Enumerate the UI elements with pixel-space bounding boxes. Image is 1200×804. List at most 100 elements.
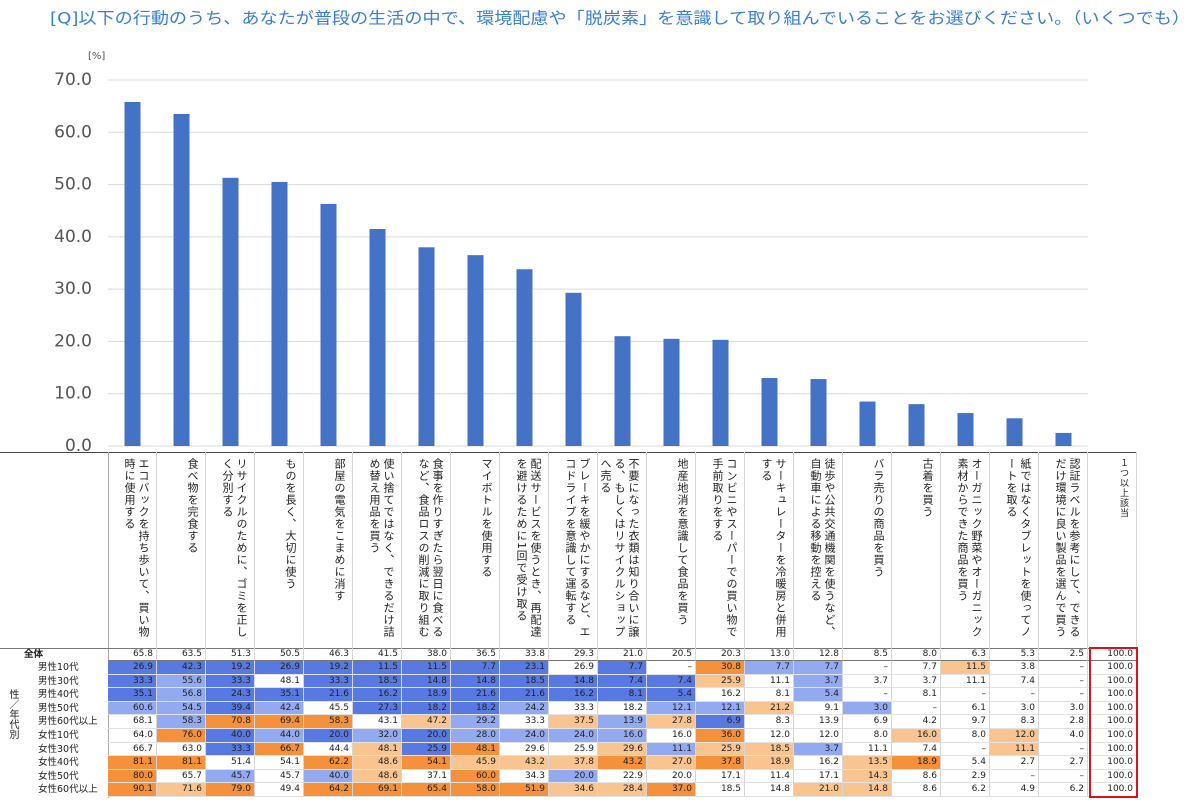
table-cell: 12.1 <box>696 701 745 716</box>
table-cell: 14.8 <box>843 783 892 797</box>
table-cell: 14.8 <box>745 783 794 797</box>
table-cell: 90.1 <box>108 783 157 797</box>
table-cell: 66.7 <box>108 742 157 757</box>
total-cell: 33.8 <box>500 648 549 661</box>
table-cell: 37.1 <box>402 769 451 784</box>
table-cell: 26.9 <box>549 661 598 675</box>
total-cell: 6.3 <box>941 648 990 661</box>
table-cell: 2.7 <box>1039 756 1088 770</box>
table-cell: 8.6 <box>892 769 941 784</box>
table-cell: 3.7 <box>794 674 843 689</box>
table-cell: 6.9 <box>843 715 892 729</box>
table-cell: 24.3 <box>206 688 255 702</box>
table-cell: 71.6 <box>157 783 206 797</box>
table-cell: 11.5 <box>941 661 990 675</box>
table-cell: 37.8 <box>696 756 745 770</box>
table-cell: 45.5 <box>304 701 353 716</box>
table-cell: 13.9 <box>598 715 647 729</box>
table-cell: 16.0 <box>892 729 941 743</box>
table-cell: 45.7 <box>206 769 255 784</box>
y-tick-label: 0.0 <box>65 436 92 452</box>
table-cell: 7.7 <box>892 661 941 675</box>
column-header: ブレーキを緩やかにするなど、エコドライブを意識して運転する <box>549 452 598 648</box>
bar <box>271 181 288 446</box>
table-cell: 7.7 <box>745 661 794 675</box>
bar <box>1006 418 1023 446</box>
table-cell: 54.1 <box>402 756 451 770</box>
table-cell: 55.6 <box>157 674 206 689</box>
total-cell: 51.3 <box>206 648 255 661</box>
table-cell: 3.0 <box>990 701 1039 716</box>
table-cell: 76.0 <box>157 729 206 743</box>
table-cell: 3.0 <box>1039 701 1088 716</box>
table-cell: 48.1 <box>353 742 402 757</box>
y-tick-label: 50.0 <box>54 175 92 195</box>
bar <box>957 413 974 446</box>
table-cell: 18.5 <box>353 674 402 689</box>
table-cell: 11.4 <box>745 769 794 784</box>
table-cell: 11.5 <box>402 661 451 675</box>
table-cell: – <box>990 769 1039 784</box>
table-cell: 33.3 <box>549 701 598 716</box>
table-cell: – <box>990 688 1039 702</box>
total-cell: 65.8 <box>108 648 157 661</box>
bar <box>663 338 680 446</box>
table-cell: 64.0 <box>108 729 157 743</box>
table-cell: 48.1 <box>451 742 500 757</box>
column-header: 不要になった衣類は知り合いに譲る、もしくはリサイクルショップへ売る <box>598 452 647 648</box>
row-label: 男性10代 <box>38 662 79 673</box>
table-cell: 3.8 <box>990 661 1039 675</box>
table-cell: 29.6 <box>598 742 647 757</box>
total-cell: 2.5 <box>1039 648 1088 661</box>
table-cell: 14.3 <box>843 769 892 784</box>
chart: [Q]以下の行動のうち、あなたが普段の生活の中で、環境配慮や「脱炭素」を意識して… <box>50 9 1190 453</box>
table-cell: 16.2 <box>549 688 598 702</box>
table-cell: 68.1 <box>108 715 157 729</box>
bar <box>320 203 337 446</box>
row-label-border <box>108 452 109 798</box>
total-label: 全体 <box>24 649 44 660</box>
table-cell: 12.0 <box>745 729 794 743</box>
total-cell: 8.0 <box>892 648 941 661</box>
table-cell: 44.4 <box>304 742 353 757</box>
table-cell: 11.1 <box>843 742 892 757</box>
table-cell: 42.4 <box>255 701 304 716</box>
table-cell: 6.9 <box>696 715 745 729</box>
table-cell: 25.9 <box>696 674 745 689</box>
total-cell: 20.3 <box>696 648 745 661</box>
row-label: 男性30代 <box>38 675 79 687</box>
table-cell: 33.3 <box>108 674 157 689</box>
table-cell: 79.0 <box>206 783 255 797</box>
table-cell: 43.2 <box>598 756 647 770</box>
bar <box>222 177 239 446</box>
table-cell: 70.8 <box>206 715 255 729</box>
row-label: 女性30代 <box>38 743 79 755</box>
bar <box>859 401 876 446</box>
table-cell: 36.0 <box>696 729 745 743</box>
table-cell: 21.0 <box>794 783 843 797</box>
table-cell: 19.2 <box>304 661 353 675</box>
table-cell: 54.1 <box>255 756 304 770</box>
table-cell: 65.4 <box>402 783 451 797</box>
bar <box>1055 432 1072 446</box>
table-cell: 58.3 <box>157 715 206 729</box>
bar <box>516 269 533 446</box>
table-cell: 80.0 <box>108 769 157 784</box>
table-cell: 58.0 <box>451 783 500 797</box>
table-cell: 14.8 <box>451 674 500 689</box>
table-cell: 30.8 <box>696 661 745 675</box>
table-cell: 8.0 <box>843 729 892 743</box>
table-cell: 29.2 <box>451 715 500 729</box>
table-cell: 39.4 <box>206 701 255 716</box>
table-cell: 11.1 <box>990 742 1039 757</box>
y-unit: [%] <box>88 51 105 62</box>
table-cell: 8.1 <box>598 688 647 702</box>
table-cell: 42.3 <box>157 661 206 675</box>
column-header: 紙ではなくタブレットを使ってノートを取る <box>990 452 1039 648</box>
column-header: １つ以上該当 <box>1088 452 1137 648</box>
table-cell: 56.8 <box>157 688 206 702</box>
table-cell: 64.2 <box>304 783 353 797</box>
table-cell: 51.4 <box>206 756 255 770</box>
table-cell: – <box>1039 661 1088 675</box>
table-cell: 18.2 <box>402 701 451 716</box>
